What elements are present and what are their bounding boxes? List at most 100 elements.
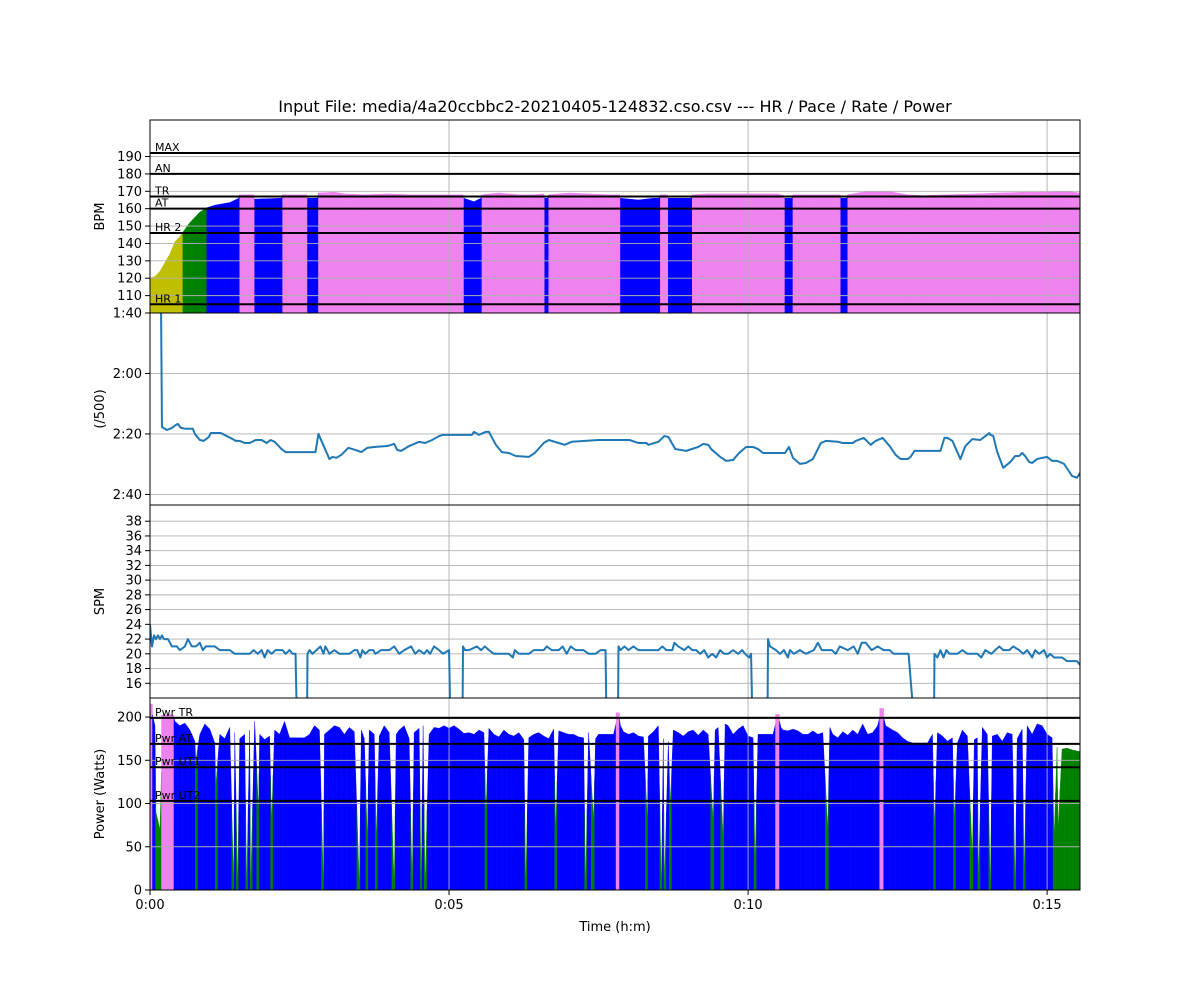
power-zone-fill (521, 735, 525, 890)
power-zone-fill (695, 732, 701, 890)
plot-area (150, 120, 1080, 313)
power-zone-fill (266, 735, 271, 890)
power-zone-fill (1013, 809, 1017, 890)
power-zone-fill (296, 737, 303, 890)
power-zone-fill (471, 731, 477, 890)
hr-zone-fill (364, 193, 390, 313)
y-tick-label: 36 (125, 529, 142, 544)
power-zone-fill (964, 732, 971, 890)
hr-zone-fill (707, 193, 729, 313)
power-zone-fill (666, 741, 670, 890)
power-zone-fill (506, 731, 512, 890)
power-zone-fill (864, 729, 871, 890)
power-zone-fill (586, 732, 592, 890)
power-zone-fill (894, 730, 901, 890)
plot-area (150, 698, 1080, 890)
zone-label: Pwr AT (155, 732, 192, 745)
hr-zone-fill (777, 193, 785, 313)
power-zone-fill (680, 733, 686, 890)
y-tick-label: 120 (117, 272, 142, 287)
power-zone-fill (272, 729, 278, 890)
power-zone-fill (207, 726, 213, 890)
power-zone-fill (496, 732, 502, 890)
y-tick-label: 170 (117, 185, 142, 200)
power-zone-fill (1022, 799, 1026, 890)
power-zone-fill (594, 735, 598, 890)
power-zone-fill (249, 803, 253, 890)
zone-label: MAX (155, 141, 180, 154)
y-tick-label: 110 (117, 289, 142, 304)
power-zone-fill (924, 737, 931, 890)
power-zone-fill (726, 724, 731, 890)
power-zone-fill (785, 729, 791, 890)
power-zone-fill (551, 729, 555, 890)
power-zone-fill (933, 781, 937, 890)
power-zone-fill (914, 742, 921, 890)
hr-zone-fill (977, 192, 998, 313)
y-tick-label: 100 (117, 797, 142, 812)
y-tick-label: 28 (125, 588, 142, 603)
power-zone-fill (1019, 729, 1024, 890)
power-zone-fill (781, 728, 786, 890)
power-zone-fill (381, 725, 387, 890)
power-zone-fill (331, 725, 338, 890)
power-zone-fill (756, 734, 761, 890)
power-zone-fill (326, 727, 333, 890)
power-zone-fill (441, 725, 447, 890)
power-zone-fill (323, 731, 328, 890)
power-zone-fill (166, 714, 172, 890)
chart-title: Input File: media/4a20ccbbc2-20210405-12… (278, 97, 952, 116)
plot-area (150, 505, 1080, 698)
power-zone-fill (645, 778, 649, 890)
power-zone-fill (377, 730, 382, 890)
power-zone-fill (770, 724, 776, 890)
power-zone-fill (511, 733, 517, 890)
power-zone-fill (541, 733, 547, 890)
plot-area (150, 313, 1080, 505)
power-zone-fill (416, 727, 421, 890)
power-zone-fill (150, 703, 153, 890)
power-zone-fill (554, 779, 558, 890)
power-zone-fill (406, 732, 411, 890)
x-tick-label: 0:10 (733, 898, 762, 913)
power-zone-fill (560, 731, 567, 890)
power-zone-fill (988, 809, 992, 890)
power-zone-fill (397, 727, 402, 890)
power-zone-fill (286, 729, 293, 890)
power-zone-fill (481, 730, 486, 890)
zone-label: TR (154, 185, 170, 198)
subplots: HR 1HR 2ATTRANMAX11012013014015016017018… (93, 119, 1081, 913)
power-zone-fill (975, 737, 979, 890)
power-zone-fill (242, 733, 246, 890)
hr-zone-fill (568, 192, 589, 313)
power-zone-fill (197, 729, 203, 890)
power-zone-fill (935, 732, 941, 890)
pace-line (160, 313, 1080, 479)
y-tick-label: 1:40 (113, 307, 142, 322)
power-zone-fill (994, 734, 1000, 890)
power-zone-fill (531, 733, 537, 890)
power-zone-fill (217, 733, 223, 890)
y-tick-label: 140 (117, 237, 142, 252)
power-zone-fill (195, 747, 199, 890)
y-tick-label: 16 (125, 677, 142, 692)
power-zone-fill (790, 728, 796, 890)
power-zone-fill (570, 734, 577, 890)
power-zone-fill (647, 733, 652, 890)
power-zone-fill (236, 809, 239, 890)
hr-zone-fill (214, 202, 230, 313)
power-zone-fill (828, 727, 832, 890)
power-zone-fill (760, 734, 766, 890)
power-zone-fill (1057, 788, 1061, 890)
power-zone-fill (276, 727, 283, 890)
power-zone-fill (491, 730, 497, 890)
power-zone-fill (845, 732, 851, 890)
power-zone-fill (610, 723, 617, 890)
power-zone-fill (779, 720, 783, 890)
power-zone-fill (565, 733, 572, 890)
power-zone-fill (800, 732, 806, 890)
power-zone-fill (671, 729, 677, 890)
power-zone-fill (316, 727, 322, 890)
